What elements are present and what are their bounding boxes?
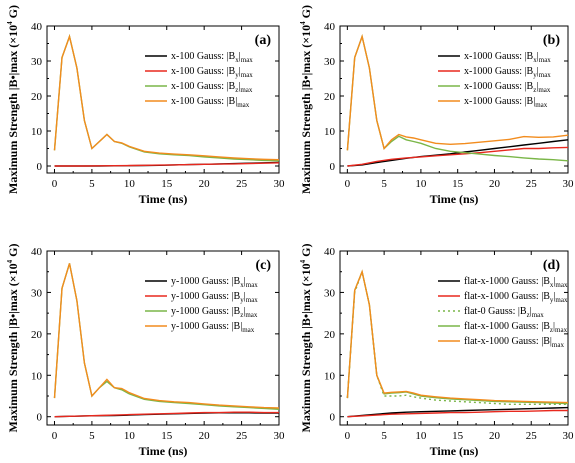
- y-tick-label: 30: [31, 56, 43, 68]
- legend-entry: x-1000 Gauss: |Bx|max: [464, 51, 551, 64]
- x-tick-label: 5: [381, 430, 387, 442]
- legend-entry: x-100 Gauss: |Bx|max: [171, 51, 253, 64]
- legend-entry: y-1000 Gauss: |Bz|max: [171, 306, 258, 319]
- legend-entry: x-1000 Gauss: |B|max: [464, 96, 548, 109]
- plot-frame: [339, 250, 569, 426]
- x-tick-label: 30: [274, 430, 286, 442]
- y-tick-label: 30: [324, 287, 336, 299]
- y-axis-label: Maximum Strength |B•|max (×104 G): [299, 5, 313, 194]
- x-tick-label: 25: [236, 178, 248, 190]
- series-line-2: [54, 162, 280, 167]
- panel-label: (c): [255, 258, 271, 273]
- series-line-4: [346, 33, 569, 151]
- x-tick-label: 25: [526, 178, 538, 190]
- x-tick-label: 0: [52, 430, 58, 442]
- y-tick-label: 10: [31, 370, 43, 382]
- plot-frame: [46, 250, 280, 426]
- x-tick-label: 0: [345, 430, 351, 442]
- legend-entry: flat-0 Gauss: |Bz|max: [464, 306, 544, 319]
- x-axis-label: Time (ns): [430, 444, 479, 458]
- chart-panel-3: 0 5 10 15 20 25 30 0 10 20 30 40 Time (ns) Maximum St…: [6, 244, 285, 458]
- x-tick-label: 10: [124, 430, 136, 442]
- legend-entry: flat-x-1000 Gauss: |Bx|max: [464, 276, 568, 289]
- panel-label: (b): [543, 33, 560, 48]
- x-tick-label: 15: [161, 430, 173, 442]
- chart-panel-4: 0 5 10 15 20 25 30 0 10 20 30 40 Time (ns) Maximum St…: [299, 244, 574, 458]
- chart-panel-2: 0 5 10 15 20 25 30 0 10 20 30 40 Time (ns) Maximum St…: [299, 5, 574, 206]
- legend-entry: y-1000 Gauss: |By|max: [171, 291, 258, 304]
- x-tick-label: 25: [526, 430, 538, 442]
- y-axis-label: Maximum Strength |B•|max (×104 G): [6, 5, 20, 194]
- y-axis-label: Maximum Strength |B•|max (×104 G): [6, 244, 20, 433]
- x-tick-label: 10: [415, 430, 427, 442]
- x-tick-label: 30: [563, 178, 575, 190]
- x-tick-label: 30: [563, 430, 575, 442]
- x-axis-label: Time (ns): [139, 444, 188, 458]
- y-tick-label: 10: [324, 370, 336, 382]
- series-line-1: [347, 139, 569, 167]
- y-tick-label: 40: [31, 21, 43, 33]
- legend-entry: x-100 Gauss: |By|max: [171, 66, 253, 79]
- y-tick-label: 0: [330, 412, 336, 424]
- x-tick-label: 15: [452, 178, 464, 190]
- series-line-1: [347, 406, 569, 418]
- x-tick-label: 5: [381, 178, 387, 190]
- y-tick-label: 20: [31, 91, 43, 103]
- x-tick-label: 30: [274, 178, 286, 190]
- y-tick-label: 0: [330, 161, 336, 173]
- legend-entry: y-1000 Gauss: |B|max: [171, 321, 255, 334]
- y-tick-label: 20: [324, 329, 336, 341]
- x-tick-label: 10: [415, 178, 427, 190]
- series-line-4: [53, 34, 280, 161]
- panel-label: (d): [543, 258, 560, 273]
- legend-entry: y-1000 Gauss: |Bx|max: [171, 276, 258, 289]
- legend-entry: x-100 Gauss: |Bz|max: [171, 81, 253, 94]
- chart-panel-1: 0 5 10 15 20 25 30 0 10 20 30 40 Time (ns) Maximum St…: [6, 5, 285, 206]
- x-tick-label: 10: [124, 178, 136, 190]
- y-tick-label: 40: [324, 21, 336, 33]
- x-tick-label: 15: [452, 430, 464, 442]
- panel-label: (a): [255, 33, 272, 48]
- x-tick-label: 20: [489, 430, 501, 442]
- y-tick-label: 20: [31, 329, 43, 341]
- legend-entry: x-1000 Gauss: |Bz|max: [464, 81, 551, 94]
- series-line-5: [346, 269, 569, 404]
- y-tick-label: 40: [31, 246, 43, 258]
- y-tick-label: 30: [324, 56, 336, 68]
- y-tick-label: 40: [324, 246, 336, 258]
- y-axis-label: Maximum Strength |B•|max (×104 G): [299, 244, 313, 433]
- y-tick-label: 0: [37, 412, 43, 424]
- x-tick-label: 15: [161, 178, 173, 190]
- series-line-4: [53, 263, 280, 409]
- y-tick-label: 10: [31, 126, 43, 138]
- x-axis-label: Time (ns): [139, 192, 188, 206]
- y-tick-label: 20: [324, 91, 336, 103]
- legend-entry: x-100 Gauss: |B|max: [171, 96, 250, 109]
- y-tick-label: 10: [324, 126, 336, 138]
- x-tick-label: 5: [89, 178, 95, 190]
- x-tick-label: 20: [199, 178, 211, 190]
- x-tick-label: 25: [236, 430, 248, 442]
- series-line-2: [347, 409, 568, 418]
- y-tick-label: 0: [37, 161, 43, 173]
- series-line-2: [54, 411, 279, 418]
- series-line-2: [347, 146, 569, 167]
- legend-entry: x-1000 Gauss: |By|max: [464, 66, 551, 79]
- x-tick-label: 20: [489, 178, 501, 190]
- legend-entry: flat-x-1000 Gauss: |Bz|max: [464, 321, 568, 334]
- y-tick-label: 30: [31, 287, 43, 299]
- x-tick-label: 0: [345, 178, 351, 190]
- x-axis-label: Time (ns): [430, 192, 479, 206]
- x-tick-label: 0: [52, 178, 58, 190]
- plot-frame: [339, 25, 569, 174]
- legend-entry: flat-x-1000 Gauss: |By|max: [464, 291, 568, 304]
- x-tick-label: 20: [199, 430, 211, 442]
- x-tick-label: 5: [89, 430, 95, 442]
- plot-frame: [46, 25, 280, 174]
- legend-entry: flat-x-1000 Gauss: |B|max: [464, 336, 564, 349]
